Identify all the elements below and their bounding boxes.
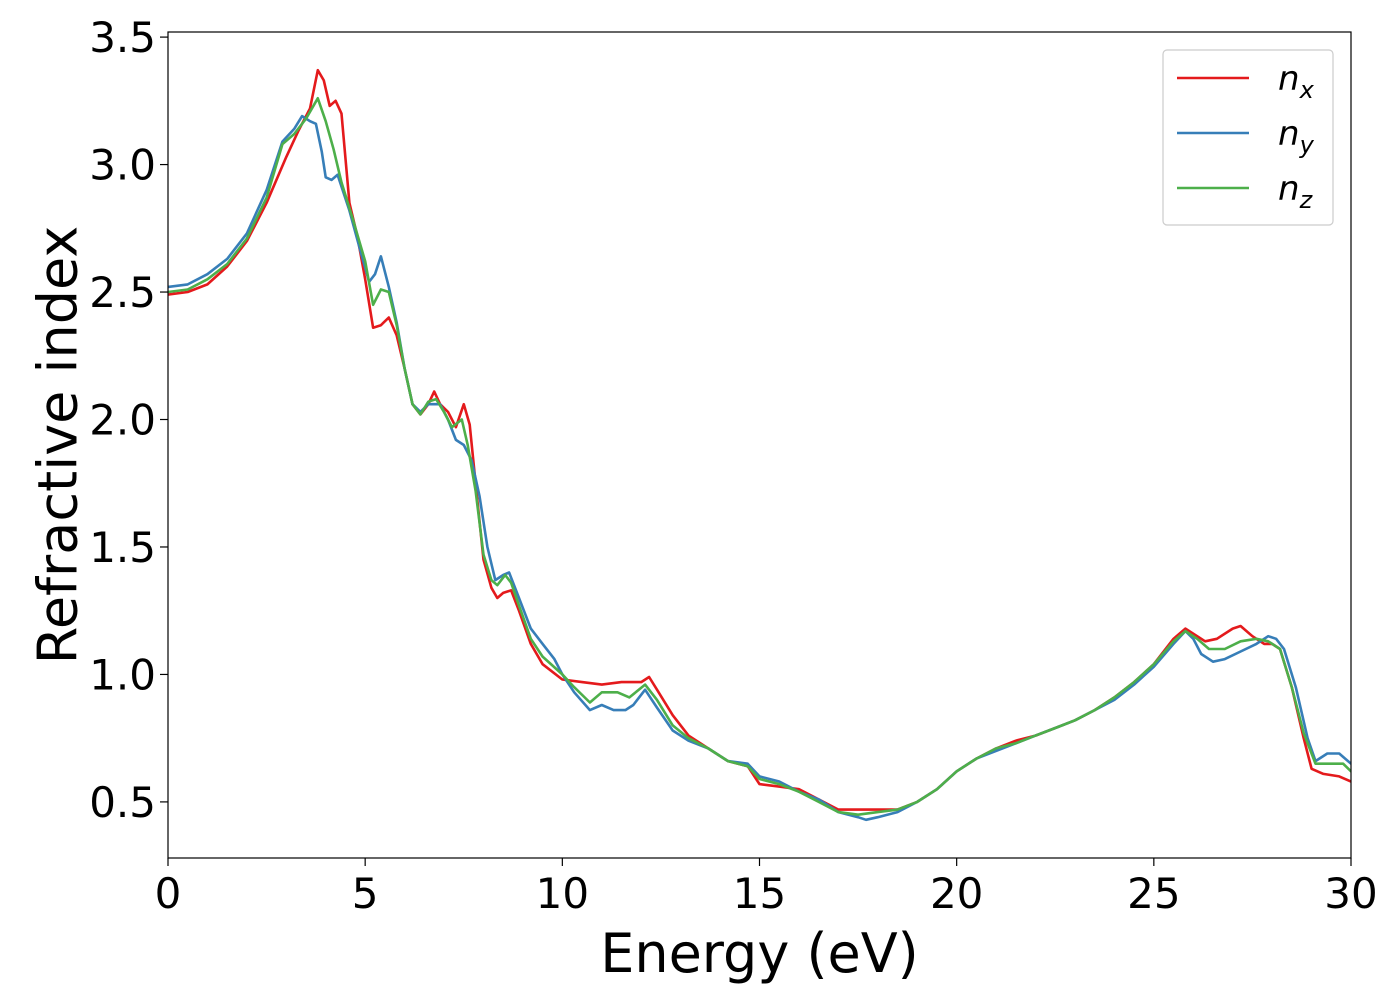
y-axis: 0.5 1.0 1.5 2.0 2.5 3.0 3.5 [89, 13, 168, 827]
legend-label-ny: ny [1278, 114, 1315, 159]
legend-box [1162, 49, 1334, 226]
x-tick-label: 0 [155, 869, 182, 918]
legend: nx ny nz [1162, 49, 1334, 226]
y-tick-label: 2.0 [89, 396, 156, 445]
x-axis: 0 5 10 15 20 25 30 [155, 858, 1378, 918]
y-tick-label: 3.0 [89, 141, 156, 190]
legend-label-nz: nz [1278, 169, 1314, 214]
x-tick-label: 30 [1324, 869, 1377, 918]
y-tick-label: 2.5 [89, 268, 156, 317]
series-line-nz [168, 97, 1351, 816]
x-tick-label: 25 [1127, 869, 1180, 918]
y-tick-label: 3.5 [89, 13, 156, 62]
x-axis-label: Energy (eV) [600, 922, 919, 985]
y-tick-label: 1.0 [89, 650, 156, 699]
y-axis-label: Refractive index [27, 226, 90, 665]
x-tick-label: 5 [352, 869, 379, 918]
x-tick-label: 10 [536, 869, 589, 918]
y-tick-label: 0.5 [89, 778, 156, 827]
x-tick-label: 15 [733, 869, 786, 918]
x-tick-label: 20 [930, 869, 983, 918]
legend-label-nx: nx [1278, 59, 1315, 104]
y-tick-label: 1.5 [89, 523, 156, 572]
